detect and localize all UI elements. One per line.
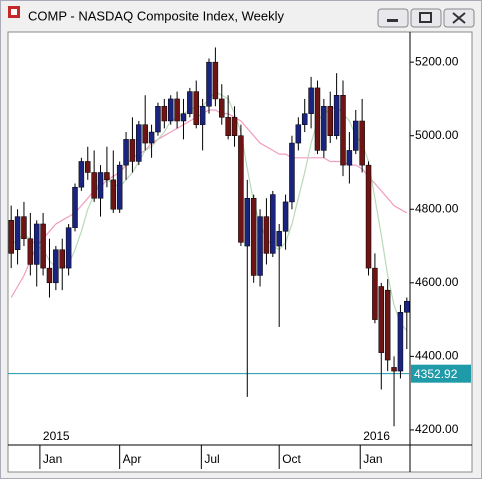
- candle-body: [8, 220, 14, 254]
- minimize-button[interactable]: [377, 8, 409, 28]
- price-label-box: [411, 364, 471, 383]
- y-tick-label: 5000.00: [415, 128, 459, 142]
- candle-body: [321, 106, 327, 151]
- y-tick-label: 5200.00: [415, 54, 459, 68]
- candle-body: [372, 267, 378, 320]
- candle-body: [155, 106, 161, 133]
- close-button[interactable]: [443, 8, 475, 28]
- candle-body: [174, 98, 180, 122]
- candle-body: [244, 197, 251, 247]
- candle-body: [231, 117, 238, 136]
- candle-body: [391, 367, 397, 372]
- candle-body: [295, 124, 302, 144]
- candle-body: [276, 231, 282, 247]
- maximize-button[interactable]: [410, 8, 442, 28]
- candle-body: [238, 135, 244, 243]
- candle-body: [85, 161, 91, 173]
- candle-body: [225, 117, 231, 136]
- candle-body: [384, 289, 391, 361]
- candle-body: [353, 120, 359, 151]
- candle-body: [314, 87, 321, 151]
- candle-body: [378, 286, 385, 353]
- candle-body: [250, 197, 257, 276]
- candle-body: [40, 223, 46, 269]
- x-tick-label: Oct: [282, 452, 301, 466]
- candle-body: [91, 172, 97, 199]
- candle-body: [148, 131, 155, 144]
- year-label: 2015: [43, 429, 70, 443]
- candle-body: [33, 223, 40, 265]
- candle-body: [78, 161, 85, 188]
- candle-body: [53, 249, 59, 284]
- candle-body: [308, 87, 314, 114]
- candle-body: [199, 106, 206, 125]
- candle-body: [110, 179, 117, 210]
- candle-body: [59, 249, 65, 269]
- candle-body: [136, 124, 142, 162]
- y-tick-label: 4600.00: [415, 275, 459, 289]
- x-tick-label: Apr: [123, 452, 142, 466]
- candle-body: [340, 95, 346, 166]
- x-tick-label: Jul: [204, 452, 219, 466]
- candle-body: [301, 113, 308, 125]
- candle-body: [187, 91, 193, 114]
- candle-body: [97, 172, 104, 199]
- candle-body: [129, 139, 136, 162]
- window-icon-inner: [11, 9, 17, 15]
- candle-body: [365, 164, 372, 269]
- candle-body: [193, 91, 199, 125]
- x-tick-label: Jan: [363, 452, 382, 466]
- candle-body: [116, 164, 123, 210]
- candle-body: [333, 95, 340, 136]
- candle-body: [104, 172, 110, 181]
- candle-body: [397, 311, 404, 372]
- candle-body: [46, 267, 53, 284]
- candle-body: [180, 113, 187, 122]
- candle-body: [14, 216, 21, 250]
- candle-body: [206, 61, 212, 107]
- candle-body: [123, 139, 129, 166]
- candle-body: [346, 150, 353, 166]
- candle-body: [167, 98, 174, 122]
- year-label: 2016: [363, 429, 390, 443]
- x-tick-label: Jan: [43, 452, 62, 466]
- candle-body: [142, 124, 148, 144]
- candle-body: [282, 201, 289, 232]
- candle-body: [327, 106, 333, 136]
- y-tick-label: 4400.00: [415, 349, 459, 363]
- candle-body: [359, 120, 365, 166]
- candle-body: [263, 216, 270, 254]
- candle-body: [219, 98, 225, 118]
- candle-body: [27, 238, 34, 265]
- chart-area: [7, 31, 473, 473]
- price-label: 4352.92: [414, 367, 458, 381]
- candle-body: [161, 106, 168, 122]
- candle-body: [21, 216, 27, 239]
- candle-body: [257, 216, 263, 276]
- y-tick-label: 4800.00: [415, 201, 459, 215]
- candle-body: [212, 61, 219, 100]
- y-tick-label: 4200.00: [415, 422, 459, 436]
- candle-body: [270, 194, 276, 254]
- window-title: COMP - NASDAQ Composite Index, Weekly: [28, 8, 284, 23]
- candle-body: [289, 142, 295, 203]
- candle-body: [65, 227, 72, 269]
- candle-body: [72, 186, 78, 228]
- candle-body: [404, 300, 410, 313]
